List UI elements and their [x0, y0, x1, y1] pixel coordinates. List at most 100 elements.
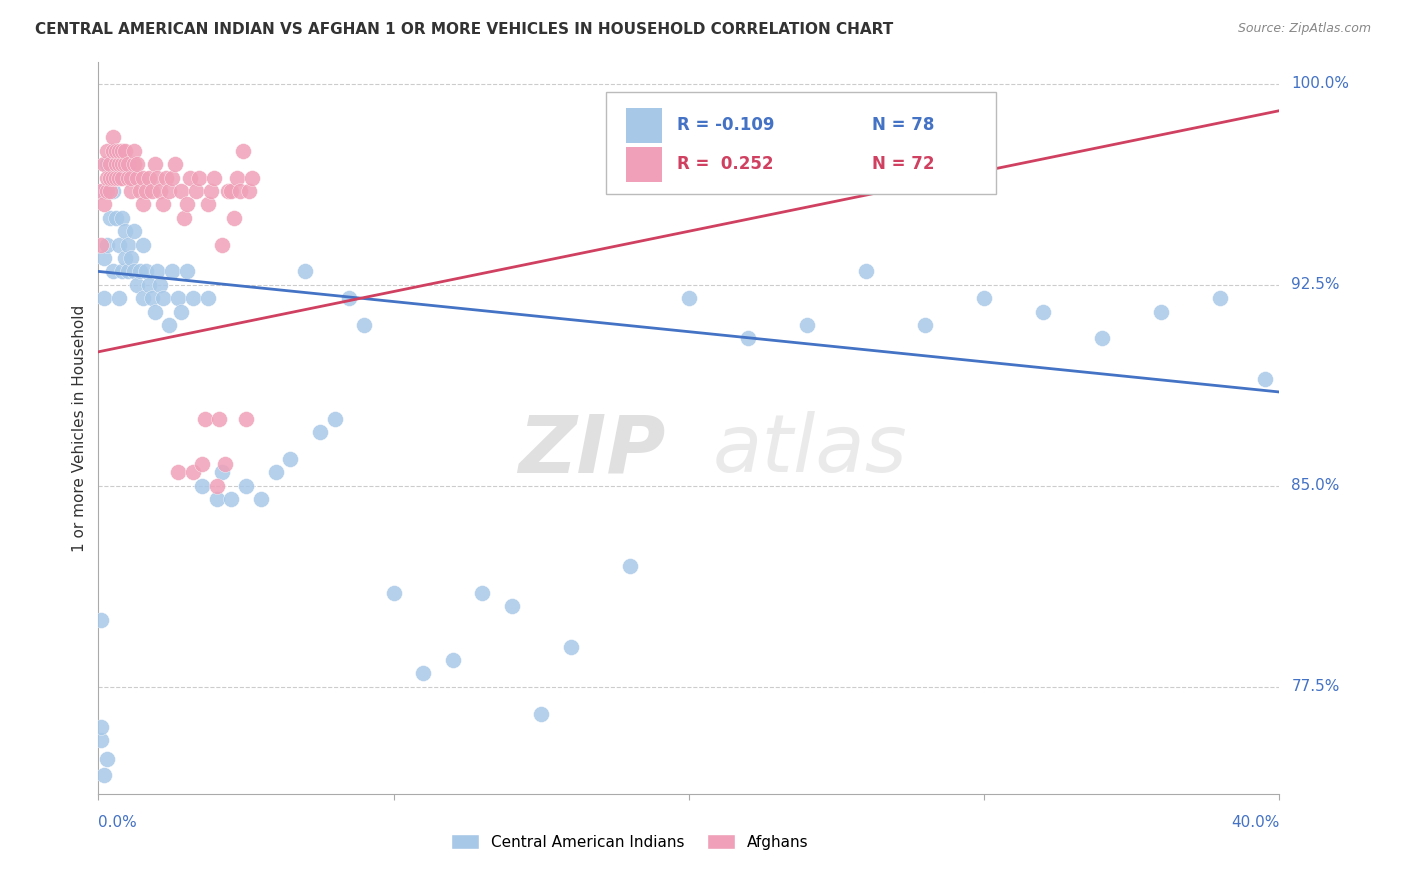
Point — [200, 184, 222, 198]
Point — [132, 291, 155, 305]
Point — [120, 251, 142, 265]
Point — [114, 251, 136, 265]
Point — [105, 211, 128, 225]
Point — [202, 170, 225, 185]
Point — [111, 170, 134, 185]
Point — [309, 425, 332, 440]
FancyBboxPatch shape — [626, 146, 662, 182]
Point — [128, 184, 150, 198]
Point — [111, 264, 134, 278]
Point — [135, 184, 157, 198]
Point — [98, 170, 121, 185]
Point — [146, 264, 169, 278]
Point — [1254, 371, 1277, 385]
Point — [103, 184, 125, 198]
Point — [208, 411, 231, 425]
Point — [114, 144, 136, 158]
Point — [117, 157, 139, 171]
Point — [117, 170, 139, 185]
Point — [205, 479, 228, 493]
Point — [280, 452, 302, 467]
Point — [173, 211, 195, 225]
Point — [98, 170, 121, 185]
Point — [125, 170, 148, 185]
Point — [165, 157, 187, 171]
Point — [141, 291, 163, 305]
Point — [162, 264, 183, 278]
Text: 77.5%: 77.5% — [1291, 679, 1340, 694]
Point — [105, 170, 128, 185]
Point — [382, 586, 405, 600]
Point — [211, 237, 233, 252]
Point — [105, 144, 128, 158]
Point — [93, 251, 115, 265]
Point — [170, 304, 193, 318]
Point — [155, 170, 177, 185]
Point — [90, 720, 112, 734]
Point — [1209, 291, 1232, 305]
Point — [122, 144, 145, 158]
Point — [122, 264, 145, 278]
Point — [678, 291, 700, 305]
Point — [93, 291, 115, 305]
Point — [187, 170, 209, 185]
Text: 85.0%: 85.0% — [1291, 478, 1340, 493]
Point — [1150, 304, 1173, 318]
Point — [143, 157, 166, 171]
Point — [560, 640, 582, 654]
Point — [90, 613, 112, 627]
Text: CENTRAL AMERICAN INDIAN VS AFGHAN 1 OR MORE VEHICLES IN HOUSEHOLD CORRELATION CH: CENTRAL AMERICAN INDIAN VS AFGHAN 1 OR M… — [35, 22, 893, 37]
Point — [157, 184, 180, 198]
Point — [152, 197, 174, 211]
Point — [914, 318, 936, 332]
Point — [117, 264, 139, 278]
Point — [973, 291, 995, 305]
Point — [294, 264, 316, 278]
Legend: Central American Indians, Afghans: Central American Indians, Afghans — [446, 828, 814, 855]
Point — [152, 291, 174, 305]
Point — [167, 291, 190, 305]
Point — [162, 170, 183, 185]
Point — [98, 157, 121, 171]
Point — [141, 184, 163, 198]
FancyBboxPatch shape — [626, 108, 662, 143]
Point — [179, 170, 201, 185]
Point — [224, 211, 246, 225]
Point — [146, 170, 169, 185]
Point — [93, 184, 115, 198]
Point — [226, 170, 249, 185]
Point — [128, 264, 150, 278]
Point — [111, 144, 134, 158]
Point — [737, 331, 759, 345]
Point — [229, 184, 252, 198]
Text: atlas: atlas — [713, 411, 907, 489]
Point — [176, 197, 198, 211]
Point — [149, 277, 172, 292]
Point — [855, 264, 877, 278]
Point — [530, 706, 553, 721]
Point — [111, 157, 134, 171]
Point — [184, 184, 207, 198]
Point — [132, 170, 155, 185]
Point — [93, 768, 115, 782]
Point — [240, 170, 263, 185]
Point — [235, 411, 257, 425]
Text: R = -0.109: R = -0.109 — [678, 116, 775, 135]
Point — [197, 291, 219, 305]
Point — [98, 211, 121, 225]
Point — [221, 184, 243, 198]
Point — [217, 184, 239, 198]
Point — [108, 144, 131, 158]
Point — [135, 264, 157, 278]
Text: 100.0%: 100.0% — [1291, 77, 1350, 91]
Point — [412, 666, 434, 681]
Point — [108, 237, 131, 252]
Point — [98, 184, 121, 198]
Point — [441, 653, 464, 667]
Point — [194, 411, 217, 425]
Text: R =  0.252: R = 0.252 — [678, 155, 773, 173]
Point — [122, 224, 145, 238]
Point — [132, 197, 155, 211]
Point — [232, 144, 254, 158]
Point — [138, 277, 160, 292]
